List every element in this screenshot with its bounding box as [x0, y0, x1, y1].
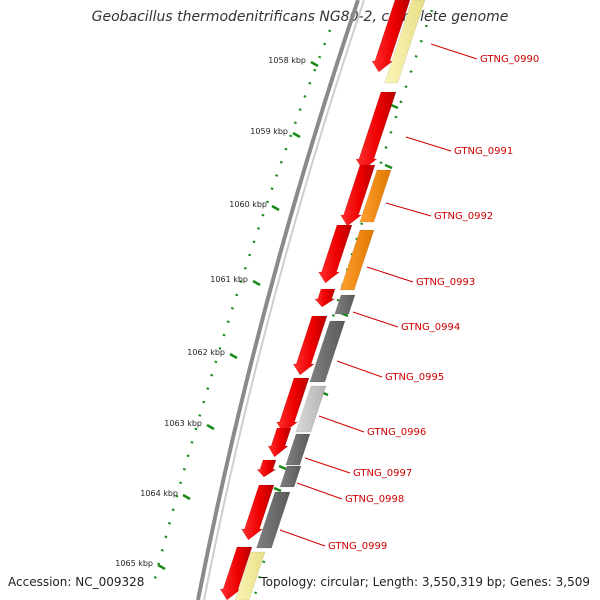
scale-label: 1065 kbp	[115, 559, 153, 568]
gene-leader-line	[318, 415, 365, 433]
pale-yellow-block	[234, 551, 266, 600]
scale-tick	[157, 563, 166, 571]
gene-leader-line	[352, 311, 399, 328]
cds-arrow	[276, 377, 310, 434]
gene-label[interactable]: GTNG_0991	[454, 146, 513, 157]
gene-leader-line	[336, 360, 383, 378]
scale-tick	[292, 131, 301, 139]
gene-label[interactable]: GTNG_0997	[353, 468, 412, 479]
scale-label: 1063 kbp	[164, 419, 202, 428]
summary-text: Topology: circular; Length: 3,550,319 bp…	[260, 575, 590, 589]
gene-leader-line	[366, 266, 414, 283]
cds-arrow	[256, 459, 277, 478]
dark-gray-block	[285, 433, 311, 466]
scale-label: 1064 kbp	[140, 489, 178, 498]
track-tick	[273, 486, 282, 493]
scale-tick	[271, 204, 280, 212]
accession-text: Accession: NC_009328	[8, 575, 145, 589]
scale-tick	[229, 352, 238, 360]
light-gray-block	[295, 385, 327, 433]
cds-arrow	[241, 484, 275, 541]
backbone-inner	[203, 0, 365, 600]
cds-arrow	[292, 315, 328, 376]
gene-leader-line	[304, 457, 351, 474]
cds-arrow	[318, 224, 353, 284]
gene-label[interactable]: GTNG_0995	[385, 372, 444, 383]
cds-arrow	[340, 164, 376, 227]
scale-label: 1061 kbp	[210, 275, 248, 284]
scale-tick	[206, 423, 215, 431]
pale-yellow-block	[384, 0, 426, 84]
dark-gray-block	[334, 294, 356, 315]
gene-label[interactable]: GTNG_0994	[401, 322, 460, 333]
scale-label: 1058 kbp	[268, 56, 306, 65]
gene-leader-line	[279, 529, 326, 547]
scale-tick	[252, 279, 261, 287]
gene-leader-line	[296, 482, 343, 500]
dark-gray-block	[309, 320, 346, 383]
scale-label: 1059 kbp	[250, 127, 288, 136]
cds-arrow	[314, 288, 336, 308]
orange-highlight-block	[339, 229, 375, 291]
scale-tick	[182, 493, 191, 501]
gene-leader-line	[430, 43, 478, 60]
gene-label[interactable]: GTNG_0990	[480, 54, 539, 65]
track-tick	[390, 103, 399, 110]
scale-label: 1062 kbp	[187, 348, 225, 357]
cds-arrow	[355, 91, 397, 171]
scale-track	[150, 29, 332, 591]
gene-leader-line	[405, 136, 452, 152]
dark-gray-block	[279, 465, 302, 488]
orange-highlight-block	[359, 169, 392, 223]
gene-leader-line	[385, 202, 432, 217]
track-tick	[278, 464, 287, 471]
track-tick	[384, 163, 393, 170]
cds-arrow	[267, 427, 292, 458]
gene-label[interactable]: GTNG_0992	[434, 211, 493, 222]
backbone-outer	[196, 0, 360, 600]
gene-label[interactable]: GTNG_0993	[416, 277, 475, 288]
gene-label[interactable]: GTNG_0998	[345, 494, 404, 505]
scale-tick	[310, 60, 319, 68]
scale-label: 1060 kbp	[229, 200, 267, 209]
cds-arrow	[371, 0, 411, 73]
gene-label[interactable]: GTNG_0996	[367, 427, 426, 438]
cds-arrow	[219, 546, 253, 600]
dark-gray-block	[256, 491, 291, 549]
gene-label[interactable]: GTNG_0999	[328, 541, 387, 552]
